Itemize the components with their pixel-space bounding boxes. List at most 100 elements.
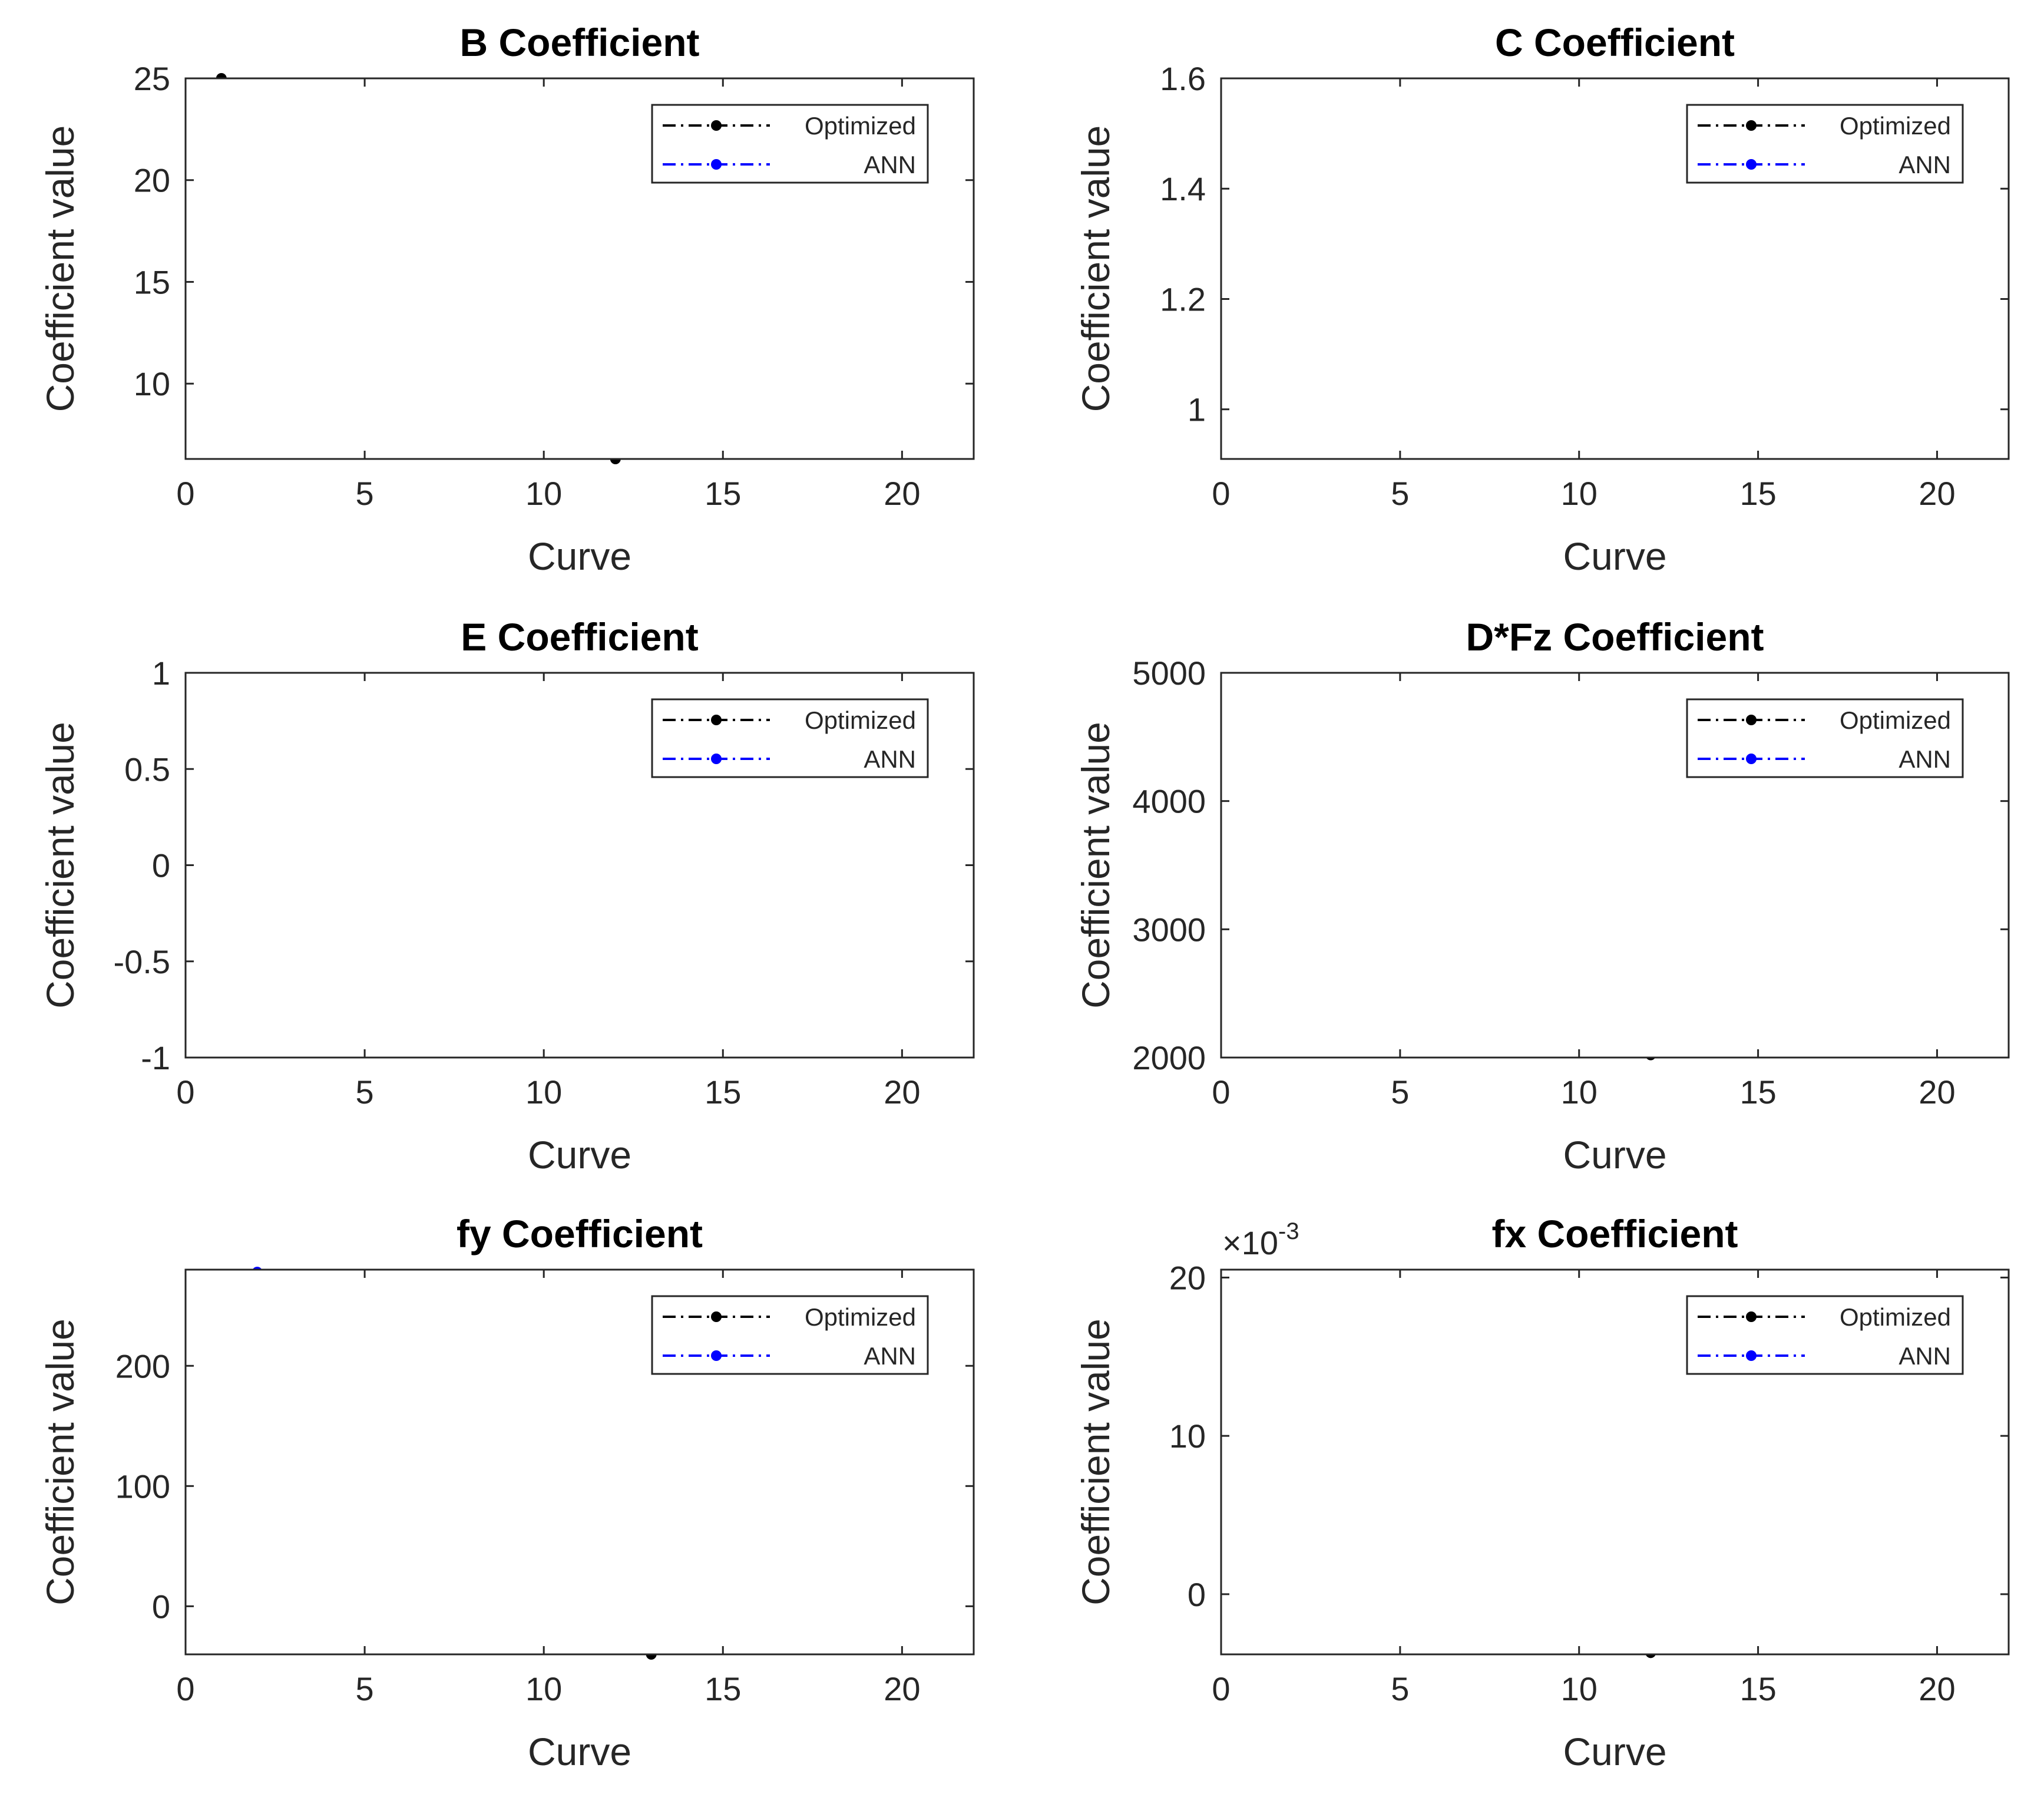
chart-b-coefficient: 0 5 10 15 20 10 15 20 25 B Coefficient Curve Coeffi… (38, 21, 975, 578)
chart-c-coefficient: 0 5 10 15 20 1 1.2 1.4 1.6 C Coefficient Curve Coef… (1074, 21, 2010, 578)
y-axis-label: Coefficient value (1074, 125, 1117, 412)
y-scale-exponent: ×10-3 (1222, 1218, 1299, 1261)
legend-marker-optimized (711, 1311, 722, 1322)
x-tick-label: 10 (1561, 475, 1598, 512)
legend-marker-ann (1746, 159, 1757, 170)
y-tick-label: 1.2 (1160, 280, 1206, 318)
y-tick-label: 25 (134, 60, 170, 97)
y-tick-label: 3000 (1132, 911, 1206, 948)
x-tick-label: 20 (1919, 475, 1955, 512)
y-axis-label: Coefficient value (1074, 722, 1117, 1009)
legend-marker-optimized (1746, 1311, 1757, 1322)
y-axis-label: Coefficient value (1074, 1319, 1117, 1605)
x-axis-label: Curve (1563, 1730, 1666, 1773)
x-tick-label: 5 (1391, 1670, 1409, 1707)
legend-label-optimized: Optimized (805, 112, 916, 140)
legend: Optimized ANN (1686, 698, 1964, 778)
x-tick-label: 5 (1391, 1073, 1409, 1111)
y-tick-label: 20 (134, 162, 170, 199)
x-tick-label: 0 (1212, 475, 1230, 512)
legend-marker-ann (711, 1350, 722, 1361)
x-tick-label: 10 (1561, 1073, 1598, 1111)
y-tick-label: 5000 (1132, 655, 1206, 692)
legend-label-ann: ANN (864, 745, 916, 773)
x-tick-label: 15 (1739, 1073, 1776, 1111)
y-axis-label: Coefficient value (38, 125, 82, 412)
y-tick-label: 20 (1169, 1259, 1206, 1296)
legend: Optimized ANN (651, 1295, 929, 1375)
chart-e-coefficient: 0 5 10 15 20 -1 -0.5 0 0.5 1 E Coefficient Curve Coe… (38, 615, 975, 1177)
y-tick-label: 1 (152, 655, 170, 692)
x-tick-label: 20 (1919, 1670, 1955, 1707)
legend-marker-optimized (711, 715, 722, 725)
x-tick-label: 5 (1391, 475, 1409, 512)
chart-title: fx Coefficient (1491, 1212, 1738, 1255)
x-tick-label: 20 (884, 1670, 920, 1707)
chart-title: C Coefficient (1495, 21, 1735, 64)
chart-fx-coefficient: 0 5 10 15 20 0 10 20 fx Coefficient Curve Coeffici… (1074, 1212, 2010, 1773)
x-tick-label: 10 (525, 1670, 562, 1707)
legend-label-optimized: Optimized (1840, 706, 1951, 734)
x-tick-label: 10 (1561, 1670, 1598, 1707)
legend-label-optimized: Optimized (1840, 1303, 1951, 1331)
legend-marker-ann (711, 159, 722, 170)
y-tick-label: 0 (152, 1588, 170, 1625)
x-tick-label: 0 (176, 475, 194, 512)
x-tick-label: 5 (356, 1670, 374, 1707)
x-tick-label: 20 (884, 1073, 920, 1111)
legend: Optimized ANN (1686, 1295, 1964, 1375)
legend-box (651, 104, 929, 184)
legend-label-ann: ANN (1899, 151, 1951, 179)
y-tick-label: 1 (1188, 391, 1206, 428)
legend-marker-optimized (711, 120, 722, 131)
legend-label-optimized: Optimized (1840, 112, 1951, 140)
y-tick-label: 10 (134, 365, 170, 402)
y-tick-label: 0 (1188, 1576, 1206, 1613)
legend-marker-ann (1746, 754, 1757, 764)
x-axis-label: Curve (528, 1730, 631, 1773)
y-tick-label: 2000 (1132, 1039, 1206, 1076)
legend-marker-ann (1746, 1350, 1757, 1361)
legend-label-optimized: Optimized (805, 1303, 916, 1331)
y-scale-base: ×10 (1222, 1224, 1278, 1261)
x-tick-label: 20 (1919, 1073, 1955, 1111)
legend-label-ann: ANN (864, 151, 916, 179)
y-tick-label: 0.5 (124, 751, 170, 788)
chart-d-fz-coefficient: 0 5 10 15 20 2000 3000 4000 5000 D*Fz Coefficient… (1074, 615, 2010, 1177)
x-axis-label: Curve (528, 534, 631, 578)
chart-title: B Coefficient (459, 21, 699, 64)
legend-box (651, 1295, 929, 1375)
legend-box (1686, 698, 1964, 778)
x-tick-label: 5 (356, 475, 374, 512)
y-tick-label: 15 (134, 263, 170, 300)
x-tick-label: 0 (176, 1670, 194, 1707)
x-tick-label: 15 (705, 1073, 741, 1111)
legend: Optimized ANN (651, 104, 929, 184)
x-tick-label: 15 (705, 1670, 741, 1707)
y-tick-label: 100 (115, 1468, 170, 1505)
legend-label-ann: ANN (864, 1342, 916, 1370)
legend-box (651, 698, 929, 778)
x-tick-label: 15 (1739, 1670, 1776, 1707)
legend-marker-optimized (1746, 715, 1757, 725)
legend-box (1686, 104, 1964, 184)
y-tick-label: 1.4 (1160, 170, 1206, 207)
legend-marker-optimized (1746, 120, 1757, 131)
x-tick-label: 15 (1739, 475, 1776, 512)
y-tick-label: -1 (141, 1039, 170, 1076)
legend-label-ann: ANN (1899, 1342, 1951, 1370)
chart-title: fy Coefficient (457, 1212, 703, 1255)
y-tick-label: 4000 (1132, 783, 1206, 820)
x-axis-label: Curve (1563, 534, 1666, 578)
x-tick-label: 20 (884, 475, 920, 512)
x-tick-label: 0 (1212, 1073, 1230, 1111)
y-axis-label: Coefficient value (38, 722, 82, 1009)
chart-title: E Coefficient (461, 615, 698, 659)
y-axis-label: Coefficient value (38, 1319, 82, 1605)
x-tick-label: 0 (1212, 1670, 1230, 1707)
x-tick-label: 10 (525, 475, 562, 512)
legend-marker-ann (711, 754, 722, 764)
y-tick-label: 10 (1169, 1418, 1206, 1455)
